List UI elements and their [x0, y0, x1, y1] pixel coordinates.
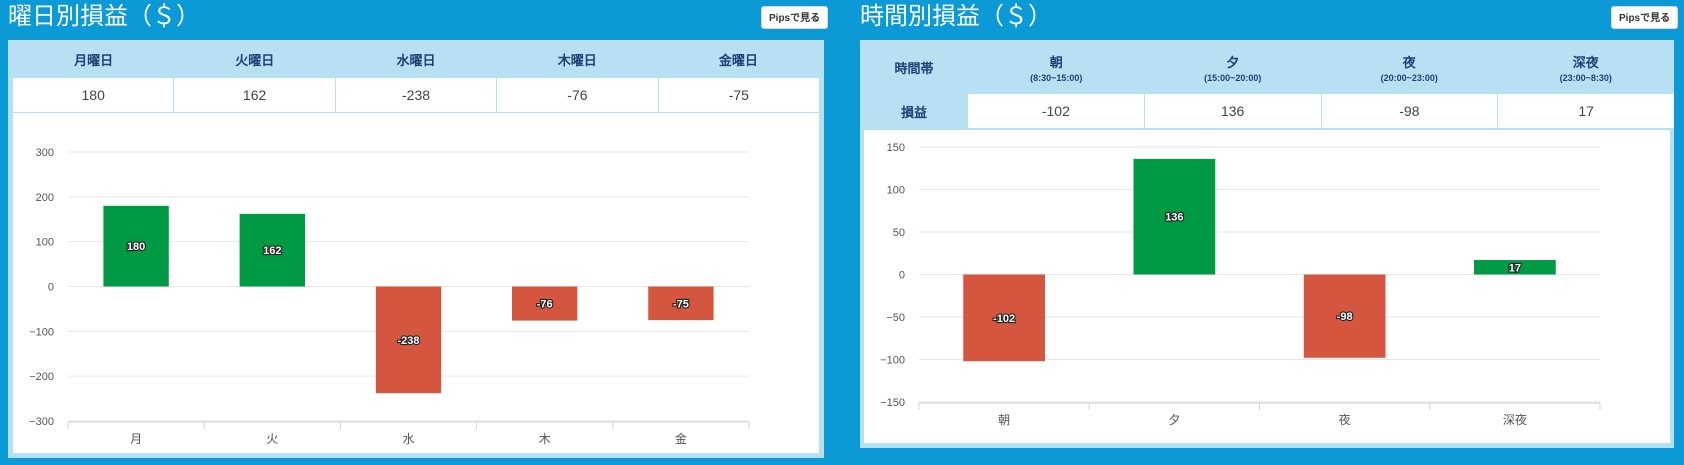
y-tick-label: 150: [887, 142, 905, 154]
bar: [239, 213, 305, 287]
weekday-frame: 月曜日 火曜日 水曜日 木曜日 金曜日 180 162 -238 -76 -75…: [8, 40, 824, 458]
bar: [648, 286, 714, 321]
time-value-cells: -102 136 -98 17: [968, 94, 1674, 128]
data-label: -98: [1337, 311, 1353, 323]
bar: [1133, 158, 1216, 275]
time-header-cell: 夜 (20:00~23:00): [1321, 40, 1498, 94]
weekday-value-cell: 180: [13, 78, 175, 112]
time-header-label: 朝: [1049, 55, 1063, 71]
y-tick-label: 100: [36, 237, 54, 249]
weekday-pips-button[interactable]: Pipsで見る: [761, 6, 829, 29]
x-tick-label: 夕: [1168, 413, 1180, 427]
data-label: 162: [263, 245, 281, 257]
time-panel: 時間別損益（＄） Pipsで見る 時間帯 朝 (8:30~15:00) 夕 (15:…: [850, 0, 1684, 465]
data-label: -238: [397, 335, 419, 347]
weekday-chart-card: 300 200 100 0 −100 −200 −300 180 月 162 火 -238 水 -76 木 -…: [13, 113, 819, 453]
time-header-range: (15:00~20:00): [1204, 72, 1262, 83]
bar: [1303, 274, 1386, 358]
time-pips-button[interactable]: Pipsで見る: [1611, 6, 1679, 29]
x-tick-label: 金: [675, 431, 687, 446]
weekday-bar-chart: 300 200 100 0 −100 −200 −300 180 月 162 火 -238 水 -76 木 -…: [29, 147, 750, 446]
y-tick-label: −50: [886, 312, 905, 324]
x-tick-label: 夜: [1339, 412, 1351, 427]
data-label: 136: [1165, 212, 1183, 224]
bar: [375, 286, 442, 394]
time-header-label: 夜: [1402, 55, 1416, 71]
time-row-header: 時間帯: [860, 40, 968, 94]
data-label: -76: [537, 299, 553, 311]
time-header-cell: 夕 (15:00~20:00): [1145, 40, 1322, 94]
x-tick-label: 深夜: [1503, 412, 1527, 427]
time-header-row: 時間帯 朝 (8:30~15:00) 夕 (15:00~20:00) 夜 (20:00…: [860, 40, 1674, 94]
weekday-header-cell: 水曜日: [396, 53, 436, 69]
bar: [1474, 260, 1556, 275]
y-tick-label: 200: [36, 192, 54, 204]
y-tick-label: 0: [899, 270, 905, 282]
weekday-value-cell: -238: [336, 78, 498, 112]
time-chart-card: 150 100 50 0 −50 −100 −150 -102 朝 136 夕 -98 夜 17 深夜: [864, 130, 1670, 443]
y-tick-label: 50: [893, 227, 905, 239]
bar: [963, 274, 1045, 362]
y-tick-label: −300: [29, 416, 54, 428]
time-value-row: 損益 -102 136 -98 17: [860, 94, 1674, 128]
time-header-cell: 朝 (8:30~15:00): [968, 40, 1145, 94]
data-label: -75: [673, 298, 689, 310]
weekday-value-row: 180 162 -238 -76 -75: [13, 78, 819, 112]
time-value-cell: 17: [1578, 103, 1594, 119]
time-header-label: 夕: [1226, 55, 1240, 71]
weekday-header-row: 月曜日 火曜日 水曜日 木曜日 金曜日: [13, 40, 819, 78]
y-tick-label: 0: [48, 282, 54, 294]
time-value-cell: 136: [1145, 94, 1322, 128]
weekday-header-cell: 金曜日: [718, 53, 758, 69]
time-header-cell: 深夜 (23:00~8:30): [1498, 40, 1675, 94]
time-frame: 時間帯 朝 (8:30~15:00) 夕 (15:00~20:00) 夜 (20:00…: [860, 40, 1674, 448]
bar: [512, 286, 578, 321]
x-tick-label: 月: [130, 432, 142, 446]
weekday-panel-title: 曜日別損益（＄）: [8, 2, 200, 30]
time-header-range: (23:00~8:30): [1559, 72, 1612, 83]
y-tick-label: 300: [36, 147, 54, 159]
time-header-range: (20:00~23:00): [1380, 72, 1438, 83]
data-label: 180: [127, 241, 145, 253]
weekday-header-cell: 月曜日: [74, 53, 114, 69]
x-tick-label: 朝: [998, 413, 1010, 427]
x-tick-label: 水: [402, 432, 414, 446]
weekday-header-cell: 火曜日: [235, 53, 275, 69]
time-value-cell: -102: [968, 94, 1145, 128]
y-tick-label: 100: [887, 185, 905, 197]
y-tick-label: −150: [880, 397, 905, 409]
y-tick-label: −100: [29, 326, 54, 338]
x-tick-label: 木: [539, 432, 551, 446]
y-tick-label: −200: [29, 371, 54, 383]
time-value-label: 損益: [860, 94, 968, 128]
time-header-range: (8:30~15:00): [1030, 72, 1083, 83]
y-tick-label: −100: [880, 355, 905, 367]
weekday-panel: 曜日別損益（＄） Pipsで見る 月曜日 火曜日 水曜日 木曜日 金曜日 180…: [0, 0, 830, 465]
data-label: -102: [993, 313, 1015, 325]
x-tick-label: 火: [266, 432, 278, 446]
time-bar-chart: 150 100 50 0 −50 −100 −150 -102 朝 136 夕 -98 夜 17 深夜: [880, 142, 1601, 427]
time-value-cell: -98: [1322, 94, 1499, 128]
time-header-label: 深夜: [1572, 55, 1599, 71]
weekday-value-cell: 162: [174, 78, 336, 112]
bar: [103, 205, 169, 287]
weekday-value-cell: -76: [497, 78, 659, 112]
weekday-value-cell: -75: [728, 87, 749, 103]
weekday-header-cell: 木曜日: [557, 53, 597, 69]
data-label: 17: [1509, 262, 1521, 274]
time-panel-title: 時間別損益（＄）: [860, 2, 1052, 30]
time-header-cells: 朝 (8:30~15:00) 夕 (15:00~20:00) 夜 (20:00~23:…: [968, 40, 1674, 94]
